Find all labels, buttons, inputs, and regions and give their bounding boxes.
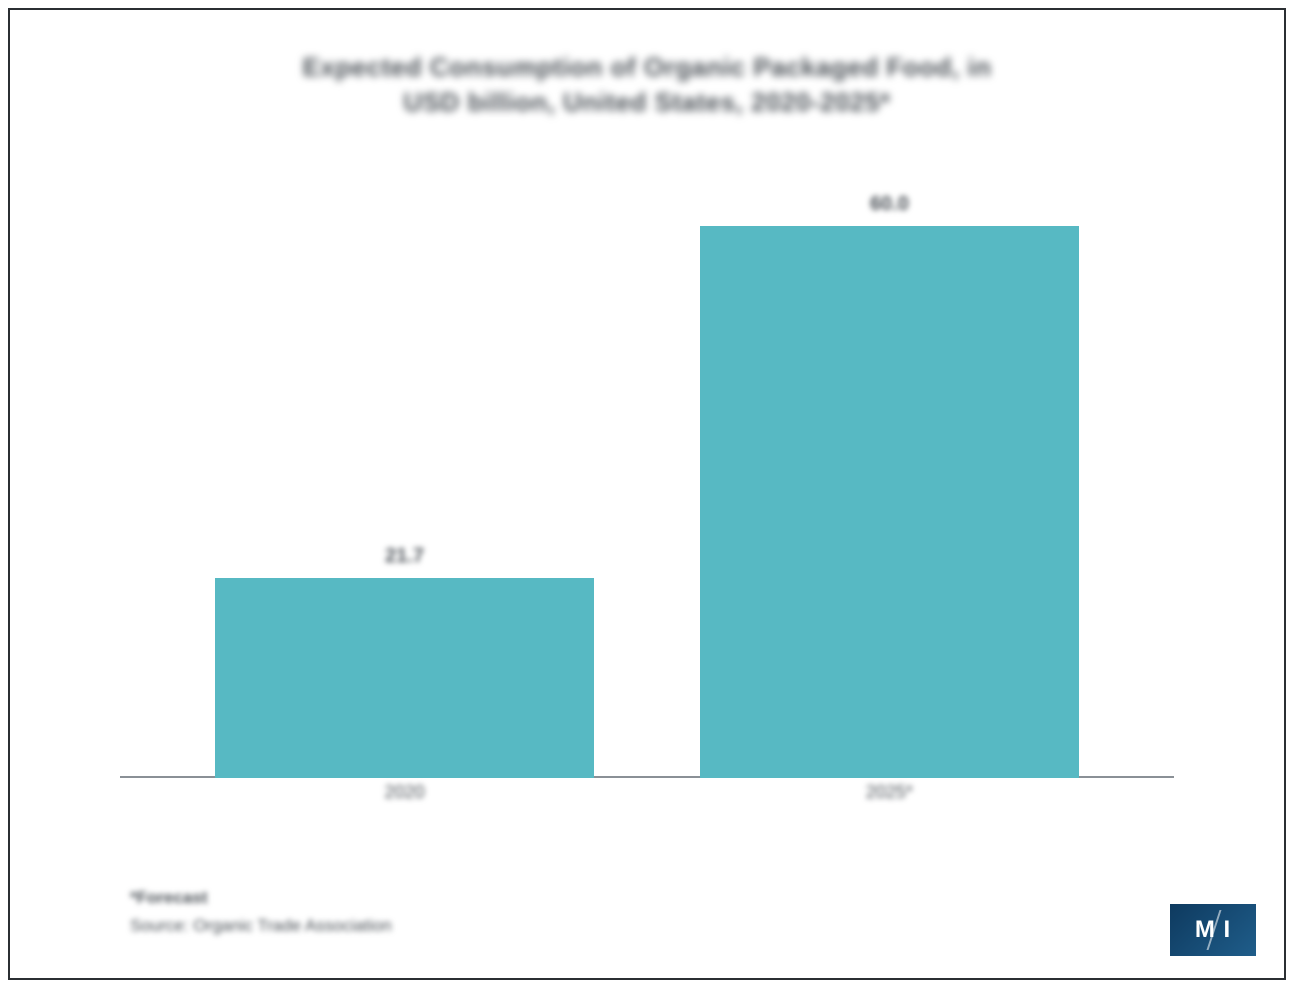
footnote: *Forecast xyxy=(130,886,392,910)
bar-value-label: 21.7 xyxy=(385,545,424,568)
source-text: Source: Organic Trade Association xyxy=(130,914,392,938)
title-line-2: USD billion, United States, 2020-2025* xyxy=(403,87,890,117)
x-axis-labels: 2020 2025* xyxy=(120,782,1174,812)
chart-footer: *Forecast Source: Organic Trade Associat… xyxy=(130,886,392,938)
plot-area: 21.7 60.0 2020 2025* xyxy=(120,180,1174,778)
x-label: 2025* xyxy=(866,782,913,803)
brand-logo: M I xyxy=(1170,904,1256,956)
bar-value-label: 60.0 xyxy=(870,193,909,216)
x-label: 2020 xyxy=(385,782,425,803)
title-area: Expected Consumption of Organic Packaged… xyxy=(10,50,1284,120)
chart-area: 21.7 60.0 2020 2025* xyxy=(120,180,1174,818)
bar-2025: 60.0 xyxy=(700,226,1079,778)
chart-frame: Expected Consumption of Organic Packaged… xyxy=(8,8,1286,980)
chart-title: Expected Consumption of Organic Packaged… xyxy=(130,50,1164,120)
title-line-1: Expected Consumption of Organic Packaged… xyxy=(302,52,991,82)
bar-2020: 21.7 xyxy=(215,578,594,778)
